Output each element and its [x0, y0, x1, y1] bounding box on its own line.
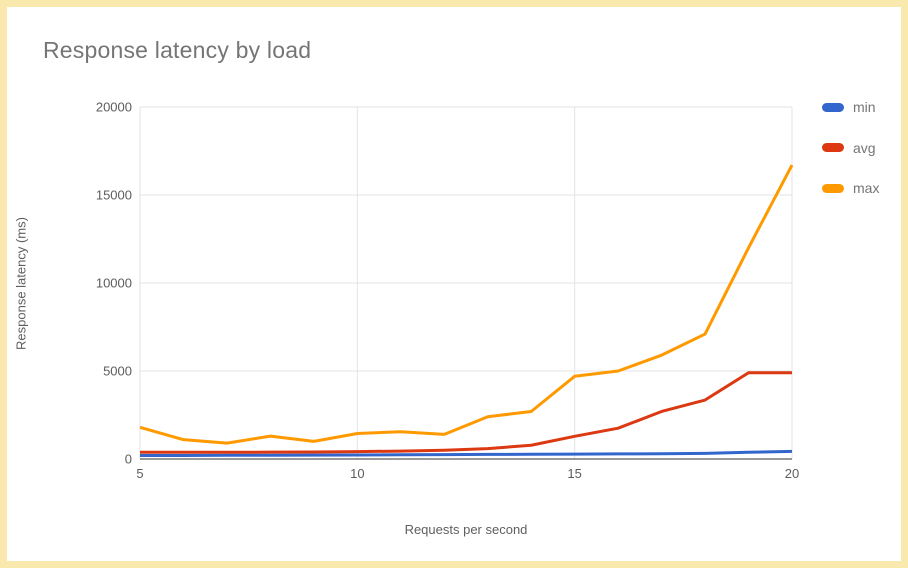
x-tick-label: 5 — [136, 466, 143, 481]
line-chart-plot-area: 5 10 15 20 0 5000 10000 15000 20000 — [96, 100, 799, 482]
series-line-avg — [140, 371, 792, 454]
x-tick-label: 10 — [350, 466, 364, 481]
chart-title: Response latency by load — [43, 37, 312, 63]
legend-item-max: max — [822, 180, 880, 196]
legend-item-avg: avg — [822, 139, 876, 156]
y-tick-label: 20000 — [96, 100, 132, 115]
legend-label: avg — [853, 139, 876, 156]
legend-label: max — [853, 180, 880, 196]
x-tick-label: 20 — [785, 466, 799, 481]
x-tick-label: 15 — [567, 466, 581, 481]
y-tick-label: 5000 — [103, 364, 132, 379]
series-line-max — [139, 164, 794, 445]
y-tick-label: 10000 — [96, 276, 132, 291]
y-tick-label: 15000 — [96, 188, 132, 203]
y-tick-label: 0 — [125, 452, 132, 467]
legend-item-min: min — [822, 99, 876, 115]
legend-swatch-min — [822, 102, 844, 112]
legend-swatch-avg — [822, 143, 844, 152]
series-line-min — [140, 449, 793, 457]
x-axis-title: Requests per second — [404, 522, 528, 537]
legend-swatch-max — [822, 183, 844, 193]
legend-label: min — [853, 99, 876, 115]
